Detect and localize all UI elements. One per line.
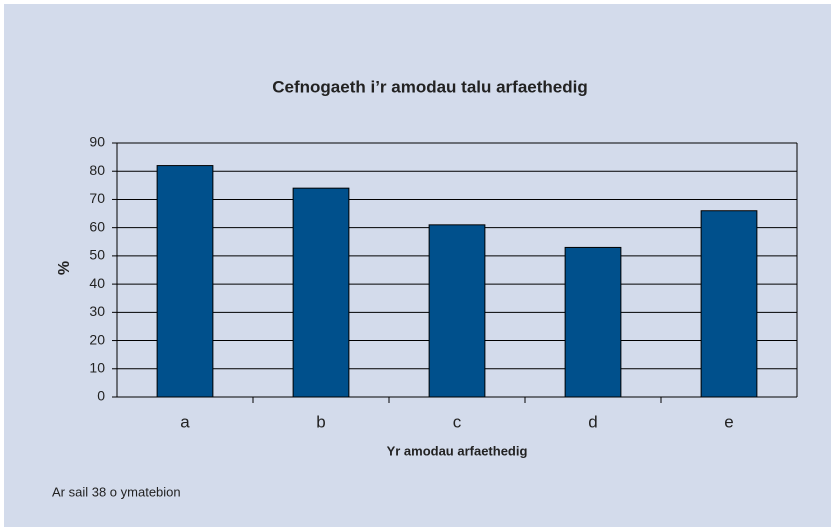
y-tick-label: 40 xyxy=(89,275,105,291)
y-tick-label: 50 xyxy=(89,247,105,263)
background xyxy=(4,4,831,527)
x-tick-label: e xyxy=(724,412,733,431)
y-tick-label: 90 xyxy=(89,134,105,150)
y-tick-label: 0 xyxy=(97,388,105,404)
x-axis-label: Yr amodau arfaethedig xyxy=(387,443,528,458)
bar xyxy=(156,165,214,398)
x-tick-label: a xyxy=(180,412,190,431)
y-tick-label: 30 xyxy=(89,303,105,319)
x-tick-label: c xyxy=(453,412,462,431)
y-tick-label: 80 xyxy=(89,162,105,178)
chart-title: Cefnogaeth i’r amodau talu arfaethedig xyxy=(272,77,588,96)
x-tick-label: b xyxy=(316,412,325,431)
y-tick-label: 70 xyxy=(89,190,105,206)
footnote: Ar sail 38 o ymatebion xyxy=(52,484,181,499)
y-tick-label: 60 xyxy=(89,218,105,234)
bar xyxy=(292,187,350,398)
x-tick-label: d xyxy=(588,412,597,431)
bar xyxy=(700,210,758,398)
bar xyxy=(428,224,486,398)
y-tick-label: 10 xyxy=(89,359,105,375)
y-axis-label: % xyxy=(56,261,73,275)
y-tick-label: 20 xyxy=(89,331,105,347)
bar xyxy=(564,246,622,398)
